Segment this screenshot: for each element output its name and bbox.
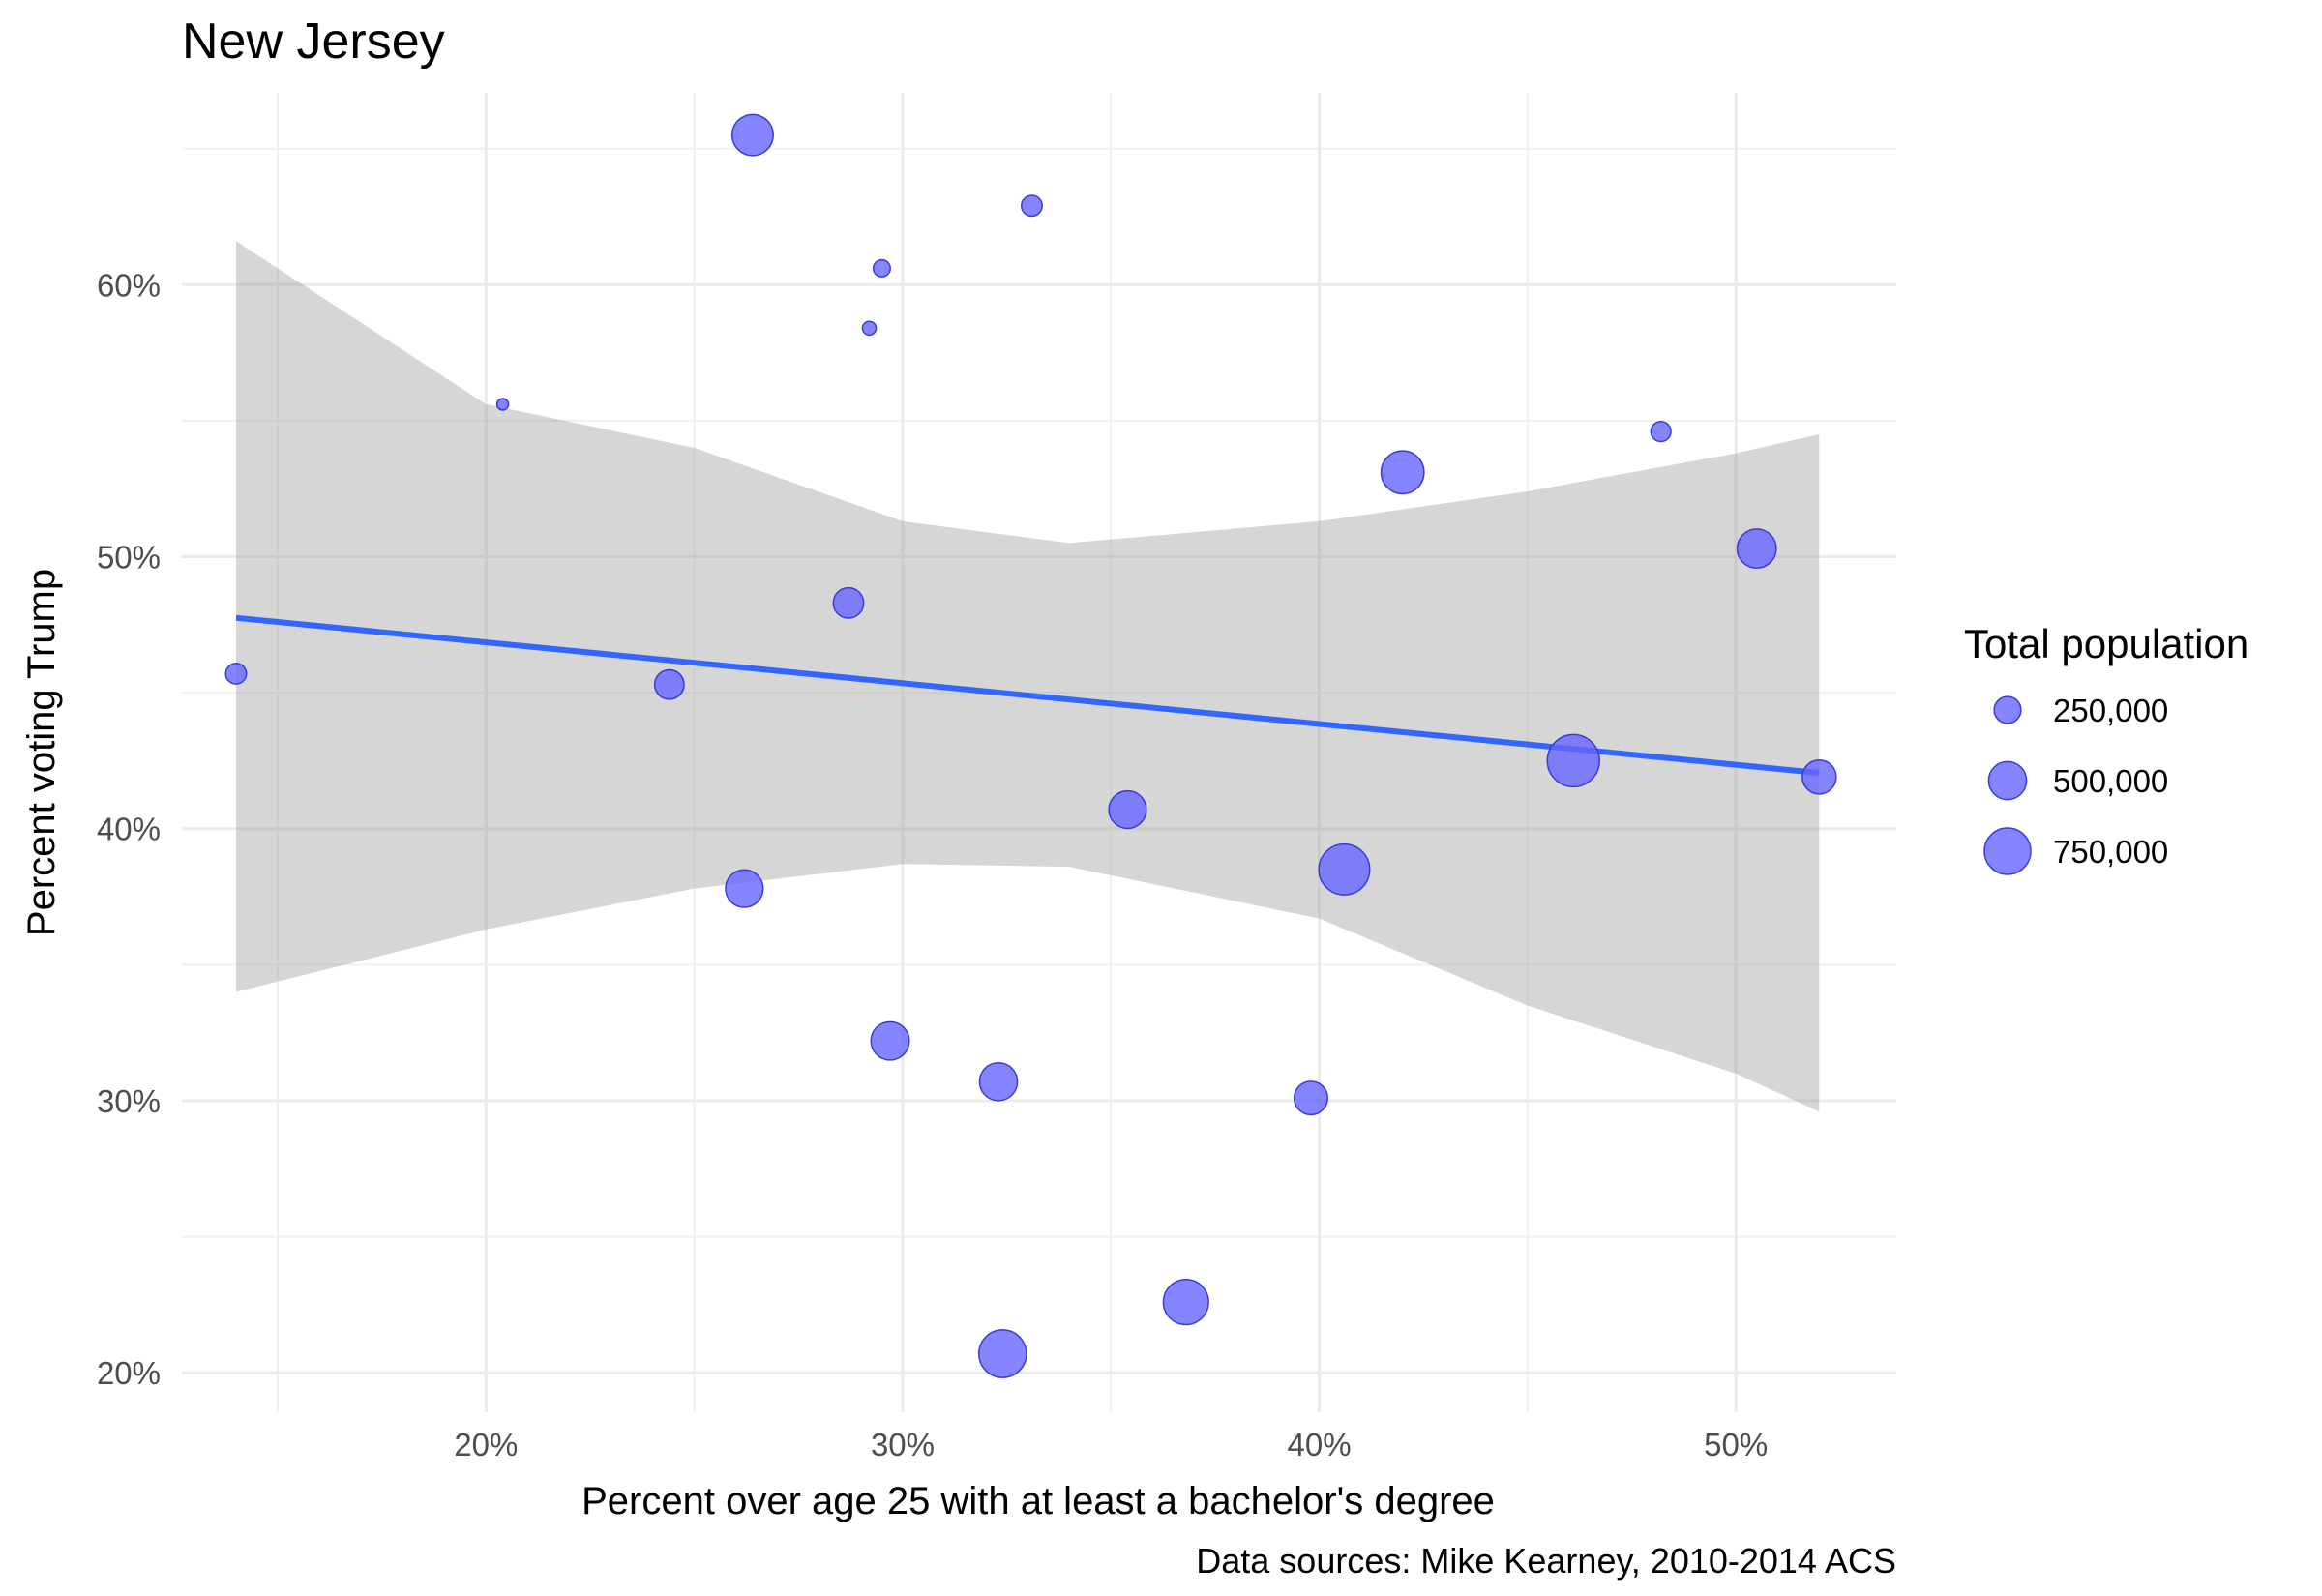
data-point — [1380, 450, 1425, 495]
data-point — [1020, 194, 1043, 218]
y-tick-label: 60% — [97, 267, 161, 303]
legend-title: Total population — [1964, 621, 2248, 666]
x-tick-label: 20% — [454, 1427, 518, 1463]
x-tick-label: 50% — [1704, 1427, 1768, 1463]
data-point — [1318, 842, 1371, 896]
legend-key — [1983, 827, 2032, 875]
legend-key — [1987, 760, 2028, 801]
y-axis-title: Percent voting Trump — [20, 569, 63, 936]
y-axis-ticks: 20% 30% 40% 50% 60% — [97, 267, 161, 1391]
chart-caption: Data sources: Mike Kearney, 2010-2014 AC… — [1196, 1541, 1896, 1581]
y-tick-label: 40% — [97, 812, 161, 847]
confidence-band — [236, 241, 1820, 1112]
data-point — [653, 668, 685, 700]
data-points — [224, 113, 1837, 1378]
data-point — [1108, 789, 1147, 830]
chart-title: New Jersey — [182, 14, 445, 70]
data-point — [1801, 759, 1837, 795]
legend-items: 250,000 500,000 750,000 — [1983, 693, 2168, 875]
data-point — [1650, 421, 1672, 443]
x-axis-ticks: 20% 30% 40% 50% — [454, 1427, 1768, 1463]
data-point — [725, 869, 764, 908]
data-point — [832, 586, 865, 619]
data-point — [977, 1329, 1027, 1378]
x-axis-title: Percent over age 25 with at least a bach… — [581, 1480, 1495, 1522]
legend-label: 500,000 — [2053, 763, 2168, 799]
legend-label: 250,000 — [2053, 693, 2168, 728]
x-tick-label: 30% — [871, 1427, 935, 1463]
legend-key — [1993, 695, 2022, 724]
x-tick-label: 40% — [1288, 1427, 1352, 1463]
legend-label: 750,000 — [2053, 834, 2168, 870]
data-point — [861, 320, 878, 337]
data-point — [1293, 1080, 1329, 1116]
y-tick-label: 30% — [97, 1083, 161, 1119]
data-point — [224, 662, 248, 685]
y-tick-label: 20% — [97, 1355, 161, 1391]
data-point — [872, 258, 891, 278]
data-point — [1162, 1279, 1209, 1326]
legend: Total population 250,000 500,000 750,000 — [1964, 621, 2248, 875]
data-point — [978, 1061, 1019, 1102]
data-point — [1546, 733, 1601, 788]
data-point — [870, 1020, 910, 1061]
data-point — [1736, 528, 1777, 569]
grid — [182, 93, 1896, 1412]
y-tick-label: 50% — [97, 540, 161, 576]
data-point — [730, 113, 774, 157]
data-point — [495, 398, 510, 411]
